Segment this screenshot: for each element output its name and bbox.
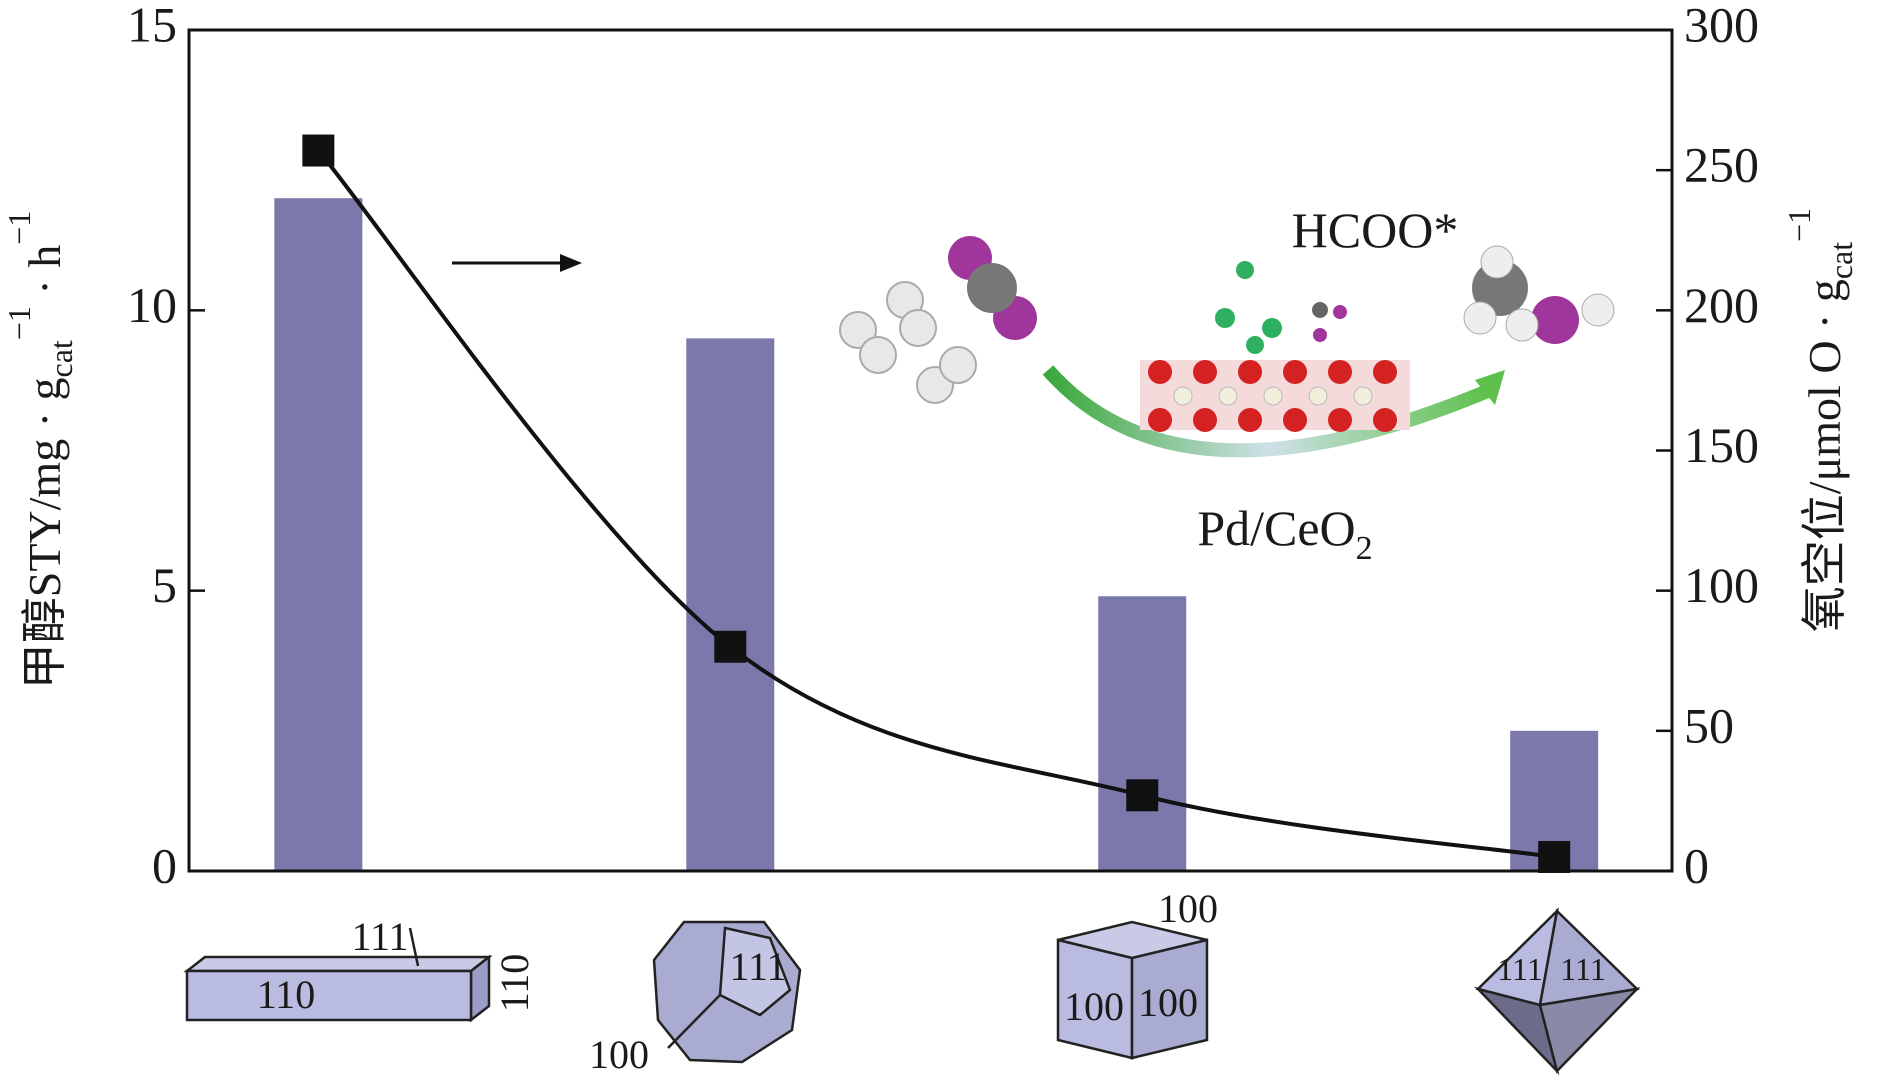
y2-tick-label: 300: [1684, 0, 1759, 52]
h2-molecules: [839, 281, 977, 404]
inset: HCOO* Pd/CeO2: [452, 202, 1615, 567]
y-tick-label: 0: [152, 837, 177, 893]
y2-tick-label: 100: [1684, 557, 1759, 613]
y2-label-sub: cat: [1823, 242, 1859, 279]
y-tick-label: 5: [152, 557, 177, 613]
ceo2-slab: [1140, 261, 1410, 432]
line: [316, 149, 1555, 859]
y-label-sup: −1: [1, 306, 37, 340]
y2-tick-label: 50: [1684, 697, 1734, 753]
y2-label-part: 氧空位/μmol O · g: [1799, 279, 1850, 632]
marker: [1538, 840, 1571, 873]
facet-label: 111: [1497, 951, 1543, 987]
facet-label: 111: [729, 944, 786, 989]
y-label-part: · h: [19, 245, 70, 306]
facet-labels: 111 110 110 111 100 100 100 100 111 111: [257, 886, 1606, 1077]
facet-label: 111: [351, 914, 408, 959]
marker: [714, 630, 747, 663]
y2-tick-label: 0: [1684, 837, 1709, 893]
y-axis-label: 甲醇STY/mg · gcat−1 · h−1: [1, 211, 79, 690]
facet-label: 111: [1560, 951, 1606, 987]
facet-label: 100: [1158, 886, 1218, 931]
reaction-arrow-head: [1475, 370, 1505, 405]
y2-tick-label: 150: [1684, 417, 1759, 473]
bar: [1098, 596, 1187, 871]
y-label-sub: cat: [43, 340, 79, 377]
crystal-shapes: [183, 907, 1641, 1076]
facet-label: 100: [589, 1032, 649, 1077]
y2-tick-label: 200: [1684, 277, 1759, 333]
species-label: HCOO*: [1292, 202, 1459, 258]
co2-molecule: [948, 236, 1037, 340]
y2-axis-label: 氧空位/μmol O · gcat−1: [1781, 208, 1859, 632]
facet-label: 100: [1064, 984, 1124, 1029]
catalyst-text: Pd/CeO: [1197, 500, 1355, 556]
facet-label: 110: [257, 972, 316, 1017]
catalyst-sub: 2: [1356, 530, 1373, 567]
y2-label-sup: −1: [1781, 208, 1817, 242]
y-label-sup: −1: [1, 211, 37, 245]
plot-frame: [187, 28, 1674, 873]
marker: [302, 134, 335, 167]
y-tick-label: 10: [127, 277, 177, 333]
bar: [686, 338, 775, 871]
y-tick-label: 15: [127, 0, 177, 52]
facet-label: 100: [1138, 980, 1198, 1025]
marker: [1126, 779, 1159, 812]
y2-tick-label: 250: [1684, 137, 1759, 193]
y-label-part: 甲醇STY/mg · g: [19, 377, 70, 689]
methanol-molecule: [1463, 245, 1615, 344]
arrow-head: [560, 254, 582, 272]
bar: [274, 198, 363, 871]
facet-label: 110: [492, 954, 537, 1013]
catalyst-label: Pd/CeO2: [1197, 500, 1372, 567]
